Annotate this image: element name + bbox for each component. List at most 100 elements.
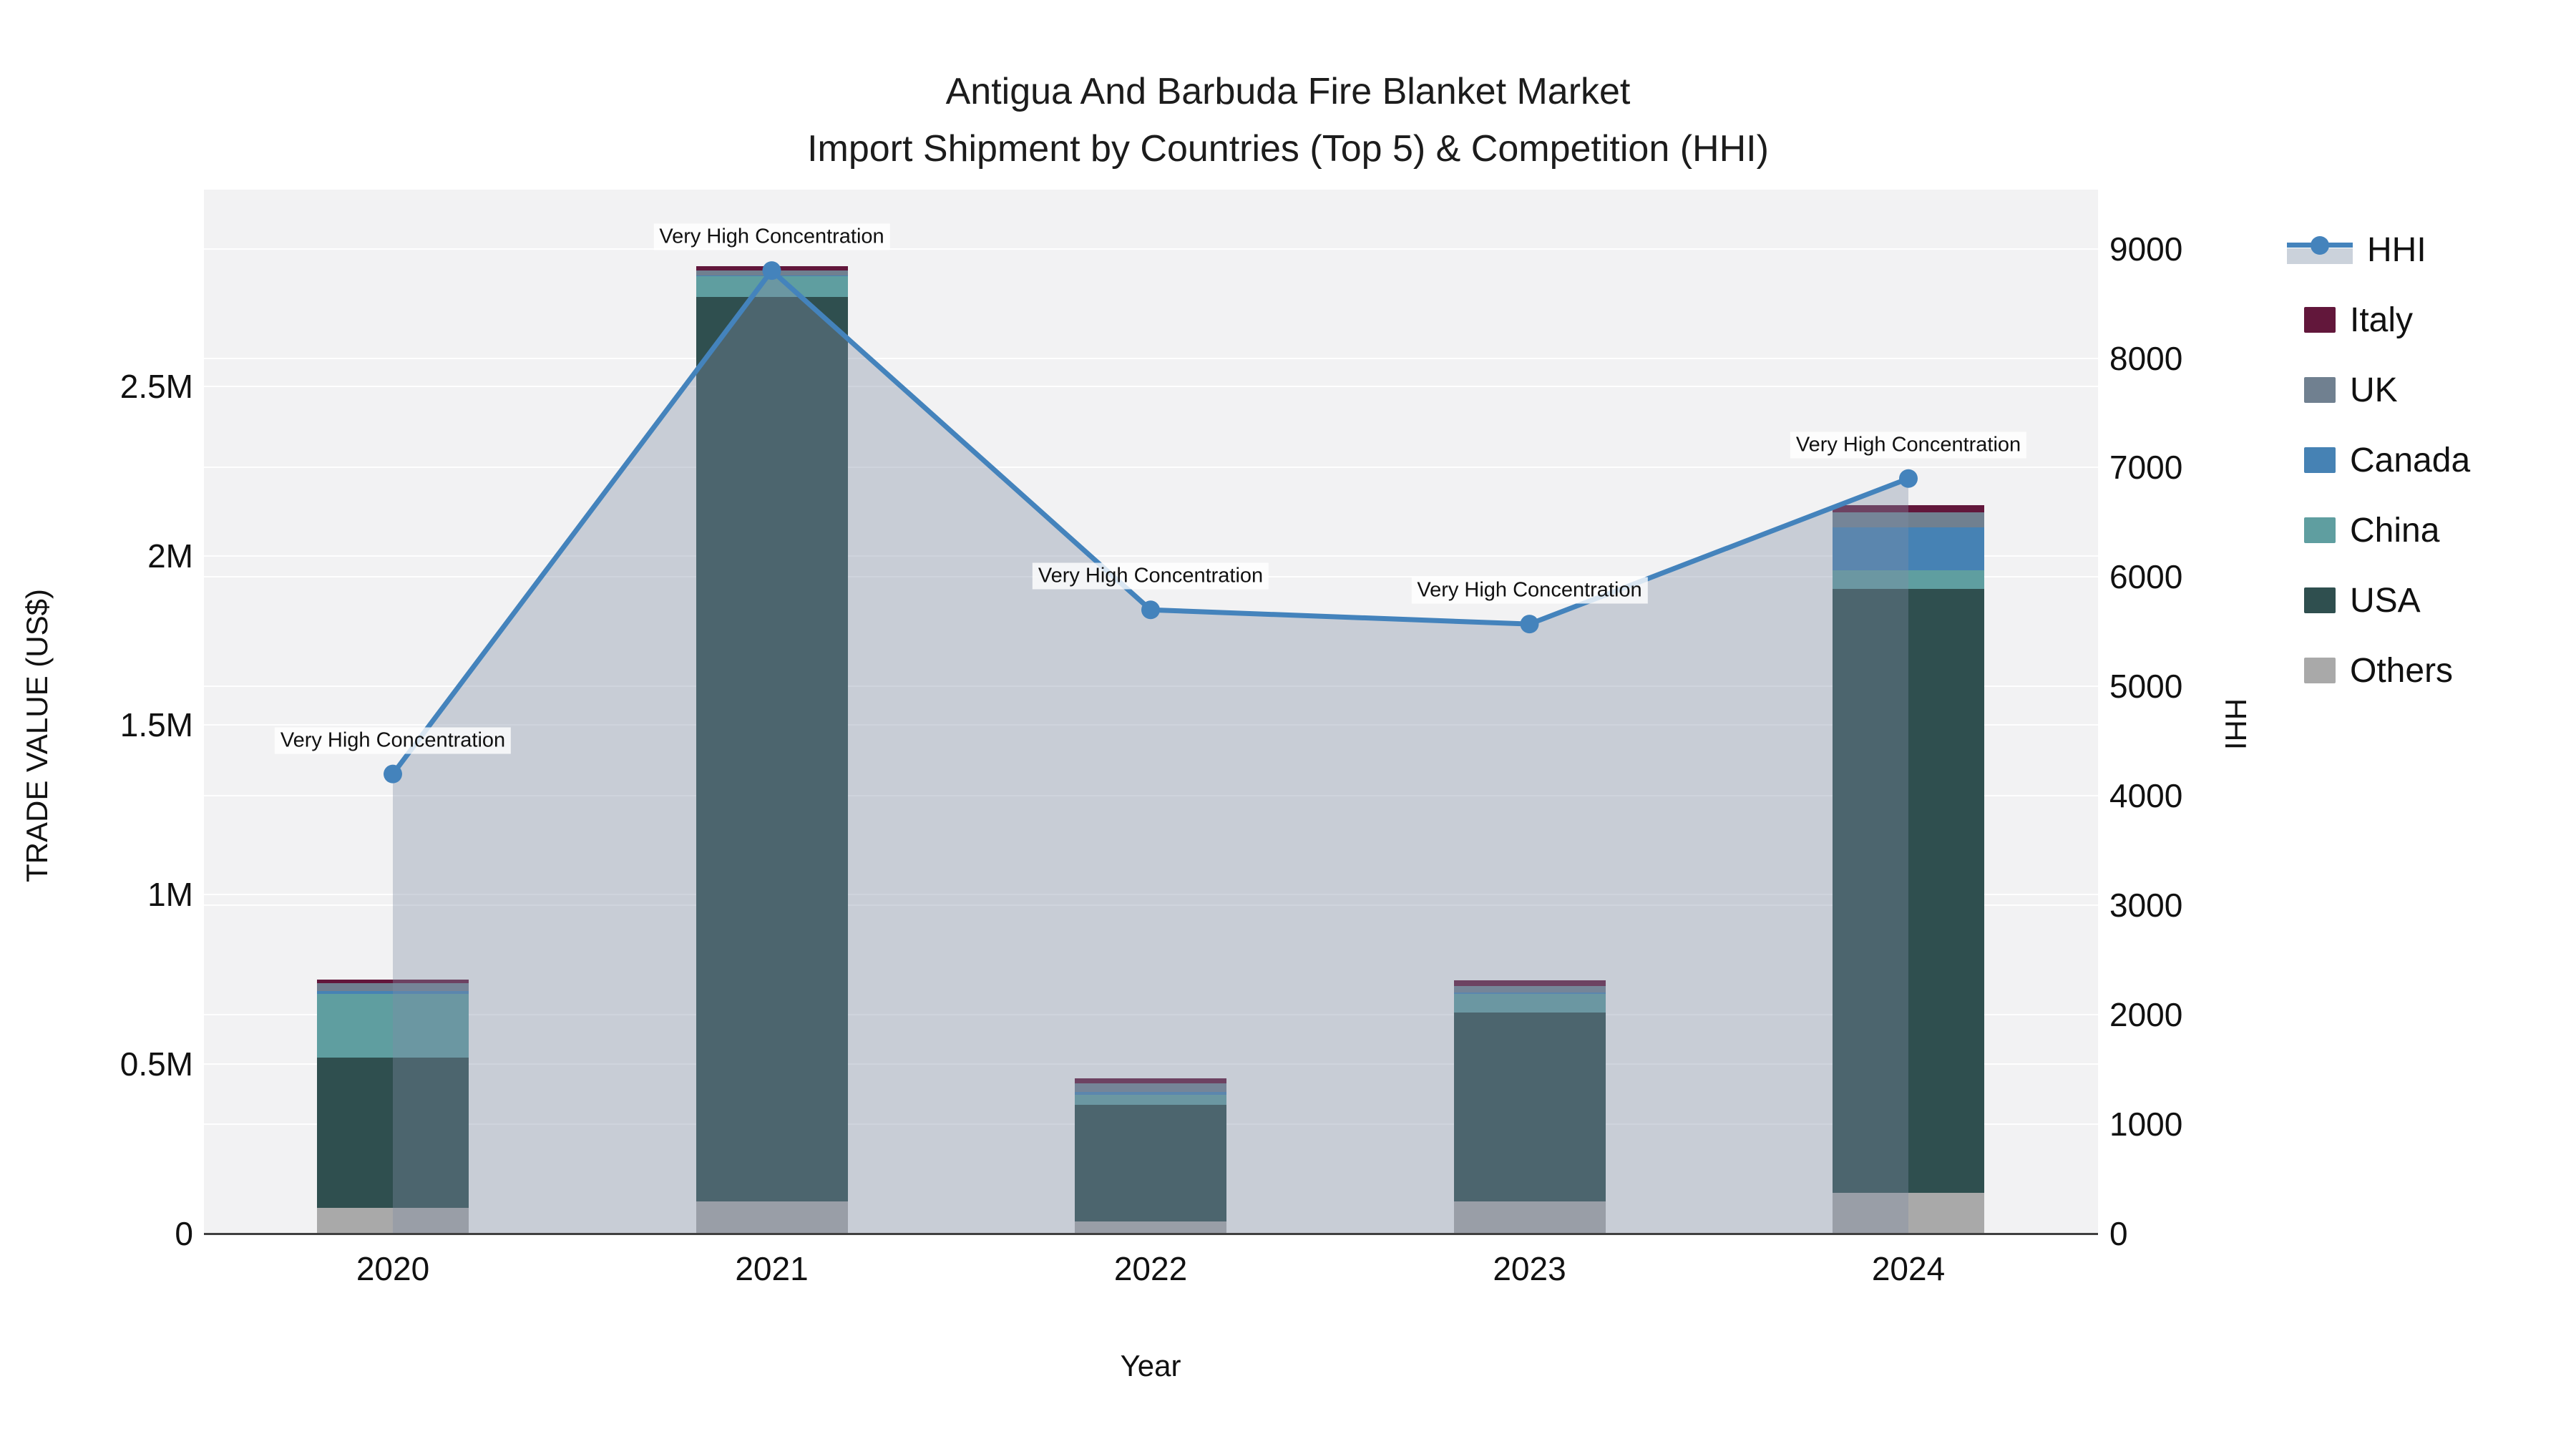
- y-left-tick-1.5M: 1.5M: [119, 706, 193, 744]
- bar-segment-usa-2022[interactable]: [1075, 1105, 1226, 1221]
- bar-segment-china-2024[interactable]: [1833, 570, 1984, 589]
- annotation-2020: Very High Concentration: [274, 727, 512, 754]
- bar-segment-uk-2020[interactable]: [317, 982, 469, 992]
- chart-title-line1: Antigua And Barbuda Fire Blanket Market: [945, 71, 1631, 112]
- plot-area[interactable]: [204, 190, 2098, 1235]
- gridline-left: [204, 1063, 2098, 1065]
- y-right-tick-3000: 3000: [2109, 887, 2183, 924]
- legend-item-canada[interactable]: Canada: [2287, 437, 2470, 483]
- gridline-right: [204, 248, 2098, 250]
- gridline-right: [204, 467, 2098, 469]
- legend-item-uk[interactable]: UK: [2287, 367, 2398, 413]
- gridline-right: [204, 686, 2098, 688]
- y-left-tick-2.5M: 2.5M: [119, 367, 193, 405]
- y-right-tick-1000: 1000: [2109, 1106, 2183, 1143]
- bar-segment-china-2023[interactable]: [1453, 994, 1606, 1013]
- y-axis-left-title: TRADE VALUE (US$): [20, 589, 54, 882]
- hhi-line-swatch: [2287, 234, 2353, 265]
- hhi-marker-2020[interactable]: [384, 764, 402, 784]
- y-right-tick-6000: 6000: [2109, 558, 2183, 596]
- legend-item-usa[interactable]: USA: [2287, 577, 2421, 623]
- bar-segment-uk-2024[interactable]: [1833, 512, 1984, 528]
- legend-label-china: China: [2350, 511, 2440, 550]
- y-right-tick-8000: 8000: [2109, 339, 2183, 377]
- gridline-left: [204, 385, 2098, 387]
- x-tick-2024: 2024: [1871, 1250, 1946, 1287]
- y-left-tick-0: 0: [175, 1215, 193, 1252]
- y-right-tick-0: 0: [2109, 1215, 2128, 1252]
- legend-item-china[interactable]: China: [2287, 507, 2439, 553]
- bar-segment-china-2022[interactable]: [1075, 1095, 1226, 1106]
- x-tick-2022: 2022: [1113, 1250, 1188, 1287]
- y-right-tick-2000: 2000: [2109, 996, 2183, 1034]
- annotation-2024: Very High Concentration: [1790, 431, 2027, 459]
- annotation-2021: Very High Concentration: [653, 223, 890, 250]
- legend-label-uk: UK: [2350, 371, 2398, 409]
- y-axis-right-title: HHI: [2219, 698, 2253, 751]
- chart-title-line2: Import Shipment by Countries (Top 5) & C…: [807, 128, 1769, 170]
- bar-segment-usa-2021[interactable]: [696, 296, 848, 1202]
- hhi-marker-2023[interactable]: [1520, 615, 1539, 634]
- bar-segment-others-2023[interactable]: [1453, 1201, 1606, 1234]
- gridline-right: [204, 904, 2098, 907]
- bar-segment-canada-2022[interactable]: [1075, 1091, 1226, 1096]
- bar-segment-canada-2023[interactable]: [1453, 992, 1606, 995]
- y-right-tick-7000: 7000: [2109, 449, 2183, 487]
- bar-segment-italy-2020[interactable]: [317, 980, 469, 983]
- legend-label-usa: USA: [2350, 581, 2421, 620]
- bar-segment-uk-2023[interactable]: [1453, 985, 1606, 992]
- gridline-right: [204, 357, 2098, 359]
- legend-swatch-china: [2304, 517, 2336, 543]
- x-tick-2023: 2023: [1493, 1250, 1566, 1287]
- gridline-left: [204, 894, 2098, 896]
- y-left-tick-2M: 2M: [147, 537, 193, 575]
- x-axis-line: [204, 1233, 2098, 1235]
- hhi-area-swatch: [2287, 248, 2353, 264]
- hhi-marker-2021[interactable]: [762, 261, 781, 280]
- legend-item-hhi[interactable]: HHI: [2287, 227, 2426, 273]
- bar-segment-usa-2020[interactable]: [317, 1057, 469, 1208]
- bar-segment-italy-2022[interactable]: [1075, 1078, 1226, 1083]
- bar-segment-china-2020[interactable]: [317, 993, 469, 1058]
- bar-segment-others-2022[interactable]: [1075, 1221, 1226, 1234]
- legend-label-hhi: HHI: [2367, 230, 2426, 269]
- y-right-tick-5000: 5000: [2109, 668, 2183, 706]
- x-tick-2021: 2021: [735, 1250, 809, 1287]
- gridline-right: [204, 1014, 2098, 1016]
- gridline-left: [204, 555, 2098, 557]
- annotation-2023: Very High Concentration: [1411, 577, 1648, 604]
- x-axis-title: Year: [1120, 1349, 1181, 1382]
- gridline-left: [204, 724, 2098, 726]
- bar-segment-others-2020[interactable]: [317, 1207, 469, 1234]
- hhi-area-fill: [393, 270, 1908, 1234]
- y-right-tick-4000: 4000: [2109, 777, 2183, 815]
- legend-swatch-others: [2304, 658, 2336, 683]
- legend-label-canada: Canada: [2350, 441, 2471, 479]
- legend-item-italy[interactable]: Italy: [2287, 297, 2413, 343]
- hhi-line-layer: [384, 261, 1918, 1234]
- bar-segment-others-2024[interactable]: [1833, 1193, 1984, 1234]
- x-tick-2020: 2020: [356, 1250, 430, 1287]
- bar-segment-canada-2020[interactable]: [317, 991, 469, 994]
- legend-swatch-canada: [2304, 447, 2336, 473]
- bar-segment-uk-2022[interactable]: [1075, 1083, 1226, 1092]
- bar-segment-canada-2024[interactable]: [1833, 527, 1984, 571]
- bar-segment-italy-2023[interactable]: [1453, 980, 1606, 986]
- legend-swatch-uk: [2304, 377, 2336, 403]
- legend-swatch-italy: [2304, 307, 2336, 333]
- y-left-tick-0.5M: 0.5M: [119, 1045, 193, 1083]
- bar-segment-others-2021[interactable]: [696, 1201, 848, 1234]
- y-left-tick-1M: 1M: [147, 876, 193, 914]
- legend-label-italy: Italy: [2350, 301, 2414, 339]
- y-right-tick-9000: 9000: [2109, 230, 2183, 268]
- hhi-marker-2024[interactable]: [1899, 469, 1918, 488]
- bar-segment-italy-2024[interactable]: [1833, 504, 1984, 512]
- hhi-marker-2022[interactable]: [1141, 600, 1160, 620]
- legend-item-others[interactable]: Others: [2287, 648, 2453, 693]
- legend-label-others: Others: [2350, 651, 2454, 690]
- legend-swatch-usa: [2304, 587, 2336, 613]
- bar-segment-usa-2024[interactable]: [1833, 588, 1984, 1194]
- gridline-right: [204, 795, 2098, 797]
- bar-segment-usa-2023[interactable]: [1453, 1013, 1606, 1201]
